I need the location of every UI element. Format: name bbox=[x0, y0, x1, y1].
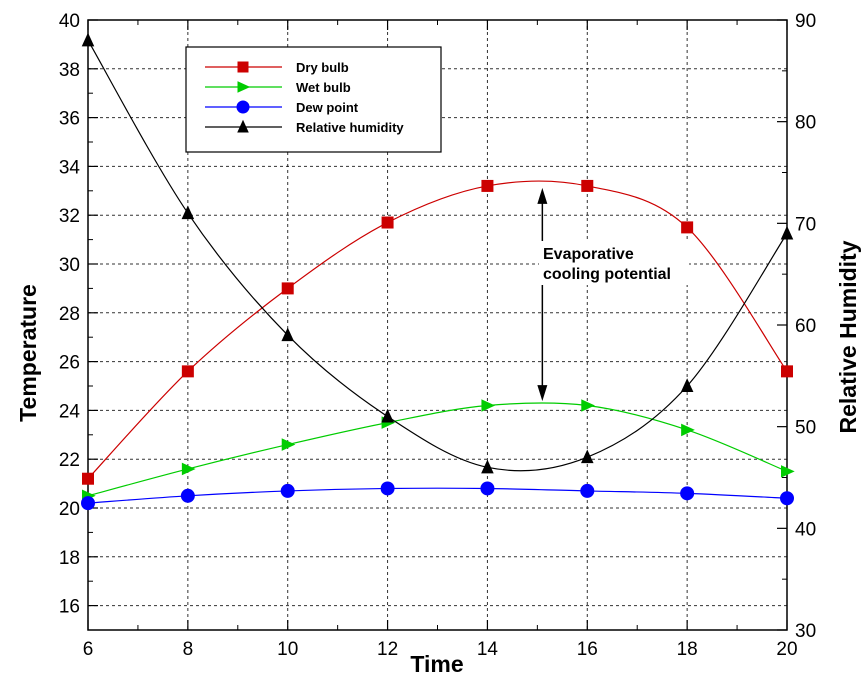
data-point-wet-bulb bbox=[181, 462, 196, 476]
data-point-dry-bulb bbox=[481, 179, 494, 192]
y-tick-label: 28 bbox=[59, 304, 80, 325]
legend-swatch-marker bbox=[237, 119, 249, 133]
data-point-wet-bulb bbox=[781, 465, 795, 478]
legend-label: Wet bulb bbox=[296, 80, 351, 95]
y-axis-title: Temperature bbox=[15, 284, 41, 422]
x-tick-label: 14 bbox=[477, 639, 499, 660]
y-tick-label: 22 bbox=[59, 450, 80, 471]
y-tick-label: 16 bbox=[59, 597, 80, 618]
legend-item-dry-bulb: Dry bulb bbox=[205, 60, 349, 75]
y-tick-label: 20 bbox=[59, 499, 80, 520]
data-point-relative-humidity bbox=[81, 32, 95, 47]
legend-label: Dry bulb bbox=[296, 60, 349, 75]
y-tick-label: 30 bbox=[59, 255, 80, 276]
series-wet-bulb bbox=[82, 399, 795, 503]
y2-tick-label: 60 bbox=[795, 316, 816, 337]
y2-tick-label: 80 bbox=[795, 113, 816, 134]
y2-tick-label: 40 bbox=[795, 519, 816, 540]
legend-swatch-marker bbox=[237, 81, 251, 93]
y-tick-label: 32 bbox=[59, 206, 80, 227]
data-point-dew-point bbox=[81, 496, 95, 511]
annotation-text: Evaporative bbox=[543, 246, 634, 263]
y2-tick-label: 70 bbox=[795, 214, 816, 235]
data-point-relative-humidity bbox=[780, 225, 794, 240]
annotation-arrowhead-up bbox=[537, 187, 548, 204]
data-point-wet-bulb bbox=[281, 438, 296, 451]
legend-swatch-marker bbox=[237, 61, 249, 73]
y-tick-label: 40 bbox=[59, 11, 80, 32]
data-point-relative-humidity bbox=[281, 327, 294, 342]
data-point-dew-point bbox=[280, 483, 295, 498]
series-dry-bulb bbox=[82, 179, 793, 485]
x-axis-title: Time bbox=[410, 651, 463, 677]
y2-tick-label: 30 bbox=[795, 621, 816, 642]
data-point-dew-point bbox=[580, 483, 595, 498]
series-line-wet-bulb bbox=[87, 402, 788, 497]
series-relative-humidity bbox=[81, 32, 794, 474]
x-tick-label: 16 bbox=[577, 639, 598, 660]
annotation-arrowhead-down bbox=[537, 385, 548, 402]
data-point-dry-bulb bbox=[781, 365, 793, 378]
x-tick-label: 10 bbox=[277, 639, 298, 660]
y-tick-label: 34 bbox=[59, 157, 81, 178]
y-tick-label: 38 bbox=[59, 60, 80, 81]
legend: Dry bulb Wet bulb Dew point Relative humidi… bbox=[185, 46, 442, 153]
x-tick-label: 18 bbox=[677, 639, 698, 660]
data-point-wet-bulb bbox=[581, 399, 595, 412]
data-point-relative-humidity bbox=[680, 378, 694, 392]
data-point-wet-bulb bbox=[681, 423, 695, 437]
annotation: Evaporative cooling potential bbox=[537, 187, 689, 402]
data-point-dry-bulb bbox=[181, 365, 194, 378]
legend-swatch-marker bbox=[236, 100, 250, 114]
y2-axis-title: Relative Humidity bbox=[835, 240, 861, 433]
data-point-wet-bulb bbox=[481, 399, 496, 412]
data-point-relative-humidity bbox=[481, 459, 494, 474]
legend-box bbox=[185, 46, 442, 153]
data-point-dry-bulb bbox=[281, 282, 294, 295]
x-tick-label: 8 bbox=[183, 639, 194, 660]
legend-item-wet-bulb: Wet bulb bbox=[205, 80, 351, 95]
y-tick-label: 36 bbox=[59, 109, 80, 130]
data-point-dry-bulb bbox=[581, 179, 594, 192]
data-point-dew-point bbox=[380, 481, 395, 496]
series-layer bbox=[81, 32, 795, 511]
y-tick-label: 26 bbox=[59, 353, 80, 374]
legend-item-dew-point: Dew point bbox=[205, 100, 359, 115]
data-point-dry-bulb bbox=[681, 221, 694, 234]
x-tick-label: 20 bbox=[776, 639, 797, 660]
data-point-dew-point bbox=[680, 486, 695, 501]
data-point-dew-point bbox=[780, 491, 794, 506]
data-point-dry-bulb bbox=[82, 472, 94, 485]
y2-tick-label: 90 bbox=[795, 11, 816, 32]
legend-label: Relative humidity bbox=[296, 120, 404, 135]
data-point-relative-humidity bbox=[381, 408, 394, 423]
x-tick-label: 6 bbox=[83, 639, 94, 660]
data-point-dew-point bbox=[180, 488, 195, 503]
axis-ticks: 6 8 10 12 14 16 18 20 16 18 20 22 24 26 28 30 32 34 36 38 40… bbox=[59, 11, 816, 660]
y2-tick-label: 50 bbox=[795, 418, 816, 439]
data-point-relative-humidity bbox=[181, 205, 195, 220]
data-point-dry-bulb bbox=[381, 216, 394, 229]
data-point-dew-point bbox=[480, 481, 495, 496]
legend-item-relative-humidity: Relative humidity bbox=[205, 119, 404, 135]
annotation-background bbox=[539, 241, 689, 285]
x-tick-label: 12 bbox=[377, 639, 398, 660]
annotation-text: cooling potential bbox=[543, 266, 671, 283]
y-tick-label: 24 bbox=[59, 401, 81, 422]
series-dew-point bbox=[81, 481, 794, 511]
y-tick-label: 18 bbox=[59, 548, 80, 569]
legend-label: Dew point bbox=[296, 100, 359, 115]
data-point-relative-humidity bbox=[581, 449, 594, 464]
